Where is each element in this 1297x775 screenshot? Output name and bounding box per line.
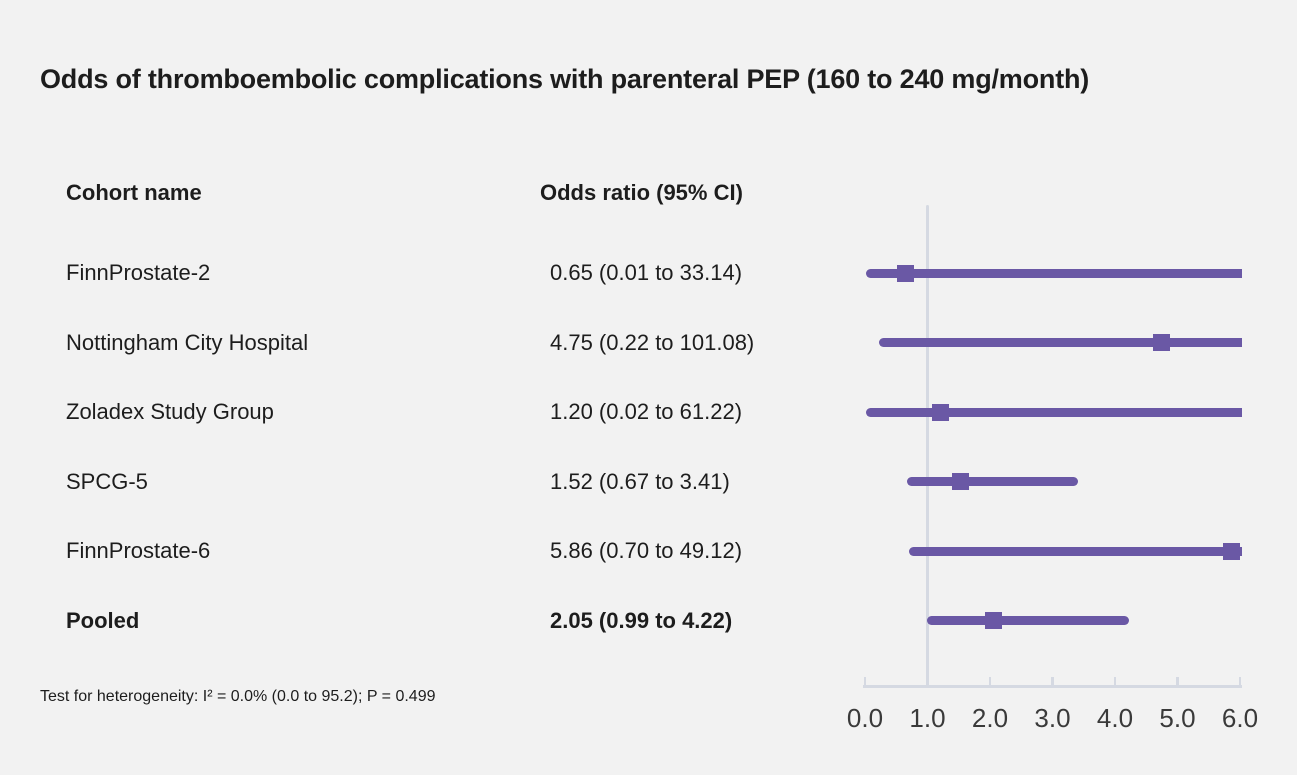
- or-point-marker: [897, 264, 915, 282]
- or-point-marker: [931, 403, 949, 421]
- ci-line: [926, 616, 1129, 625]
- reference-line: [925, 205, 930, 687]
- x-axis-baseline: [863, 685, 1242, 688]
- ci-line: [866, 407, 1242, 417]
- odds-ratio-value: 0.65 (0.01 to 33.14): [550, 260, 743, 285]
- cohort-label: Pooled: [66, 607, 140, 633]
- cohort-label: FinnProstate-2: [66, 260, 211, 285]
- x-axis-tick: [1051, 677, 1054, 686]
- ci-line: [906, 477, 1079, 486]
- x-axis-tick-label: 6.0: [1221, 703, 1259, 733]
- x-axis-tick-label: 0.0: [846, 703, 884, 733]
- x-axis-tick: [863, 677, 867, 686]
- or-point-marker: [1153, 334, 1171, 351]
- cohort-label: FinnProstate-6: [66, 538, 211, 563]
- ci-line: [865, 268, 1242, 278]
- x-axis-tick-label: 2.0: [971, 703, 1009, 733]
- cohort-label: Zoladex Study Group: [66, 399, 274, 424]
- heterogeneity-footnote: Test for heterogeneity: I² = 0.0% (0.0 t…: [40, 688, 436, 705]
- x-axis-tick-label: 3.0: [1034, 703, 1071, 733]
- cohort-label: SPCG-5: [66, 468, 148, 494]
- or-point-marker: [1222, 542, 1240, 560]
- ci-line: [908, 546, 1242, 556]
- cohort-label: Nottingham City Hospital: [66, 329, 309, 355]
- odds-ratio-value: 1.52 (0.67 to 3.41): [550, 468, 730, 494]
- odds-ratio-value: 1.20 (0.02 to 61.22): [550, 399, 743, 424]
- odds-ratio-value: 4.75 (0.22 to 101.08): [550, 329, 755, 355]
- odds-ratio-value: 2.05 (0.99 to 4.22): [550, 607, 733, 633]
- x-axis-tick-label: 1.0: [909, 703, 946, 733]
- x-axis-tick: [1176, 677, 1179, 686]
- chart-title: Odds of thromboembolic complications wit…: [40, 64, 1090, 94]
- x-axis-tick: [988, 677, 992, 686]
- ci-line: [878, 338, 1242, 347]
- x-axis-tick: [1238, 677, 1242, 686]
- x-axis-tick-label: 4.0: [1096, 703, 1134, 733]
- plot-area: [863, 205, 1242, 687]
- or-point-marker: [951, 473, 969, 490]
- x-axis-tick: [1113, 677, 1117, 686]
- x-axis-tick-label: 5.0: [1159, 703, 1196, 733]
- or-point-marker: [984, 612, 1002, 629]
- column-header-cohort: Cohort name: [66, 180, 202, 205]
- column-header-odds-ratio: Odds ratio (95% CI): [540, 180, 743, 205]
- odds-ratio-value: 5.86 (0.70 to 49.12): [550, 538, 743, 563]
